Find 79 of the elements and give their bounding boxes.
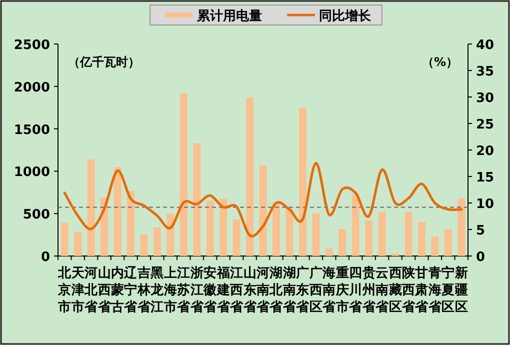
x-tick-label: 黑龙江 <box>150 266 165 315</box>
bar <box>206 200 214 256</box>
x-tick-label: 甘肃省 <box>414 266 430 315</box>
x-tick-label: 浙江省 <box>189 266 204 315</box>
x-tick-label: 贵州省 <box>361 265 376 315</box>
y2-tick-label: 40 <box>476 38 494 53</box>
x-tick-label: 江苏省 <box>176 266 192 315</box>
x-tick-label: 内蒙古 <box>110 266 124 315</box>
bar <box>140 234 148 256</box>
bar <box>74 232 82 256</box>
x-tick-label: 天津市 <box>70 266 86 315</box>
y-tick-label: 500 <box>22 208 50 223</box>
y2-tick-label: 0 <box>476 250 486 265</box>
x-tick-label: 安徽省 <box>202 265 218 315</box>
bar <box>365 220 373 256</box>
bar <box>193 143 201 256</box>
x-tick-label: 吉林省 <box>136 266 152 315</box>
y-tick-label: 2500 <box>14 38 50 53</box>
x-tick-label: 北京市 <box>57 266 72 315</box>
bar <box>246 97 254 256</box>
x-tick-label: 四川省 <box>348 266 364 315</box>
legend-label: 累计用电量 <box>196 9 262 24</box>
bar <box>220 198 228 256</box>
x-tick-label: 青海省 <box>427 266 442 315</box>
bar <box>458 198 466 256</box>
bar <box>378 212 386 256</box>
x-tick-label: 重庆市 <box>334 265 349 315</box>
bar <box>431 236 439 256</box>
legend-label: 同比增长 <box>319 9 372 24</box>
bar <box>325 248 333 256</box>
bar <box>87 159 95 256</box>
y2-axis-title: （%） <box>422 55 458 69</box>
y-tick-label: 1000 <box>14 165 50 180</box>
x-tick-label: 河南省 <box>256 266 270 315</box>
bar <box>286 208 294 256</box>
x-tick-label: 广东省 <box>295 265 310 315</box>
y-tick-label: 1500 <box>14 122 50 138</box>
y2-tick-label: 10 <box>476 197 494 212</box>
bar <box>298 108 306 256</box>
line-series <box>63 162 463 238</box>
bar <box>312 214 320 256</box>
bar <box>352 194 360 256</box>
bar <box>166 214 174 256</box>
x-tick-label: 西藏区 <box>388 266 402 315</box>
x-tick-label: 湖南省 <box>282 266 297 315</box>
bar <box>418 222 426 256</box>
y2-tick-label: 35 <box>476 64 494 80</box>
x-tick-label: 江西省 <box>229 266 244 315</box>
x-tick-label: 云南省 <box>374 266 390 315</box>
y2-tick-label: 20 <box>476 144 494 159</box>
x-tick-label: 海南省 <box>322 266 337 315</box>
x-tick-label: 山西省 <box>96 266 112 315</box>
bar <box>392 253 399 256</box>
x-tick-label: 辽宁省 <box>123 266 138 315</box>
x-tick-label: 陕西省 <box>400 266 416 315</box>
bar <box>272 202 280 256</box>
x-tick-label: 新疆区 <box>454 265 468 315</box>
y-tick-label: 0 <box>40 250 50 265</box>
bar <box>180 93 188 256</box>
x-tick-label: 广西区 <box>308 265 322 315</box>
y2-tick-label: 5 <box>476 224 486 238</box>
x-tick-label: 山东省 <box>242 266 258 315</box>
bar <box>60 222 68 256</box>
x-tick-label: 上海市 <box>162 266 177 315</box>
bar <box>127 190 134 256</box>
x-tick-label: 宁夏区 <box>440 265 455 315</box>
y2-tick-label: 25 <box>476 118 494 132</box>
y-axis-title: （亿千瓦时） <box>68 55 140 69</box>
bar <box>153 227 161 256</box>
y2-tick-label: 15 <box>476 170 494 186</box>
bar <box>404 212 412 256</box>
y2-tick-label: 30 <box>476 91 494 106</box>
y-tick-label: 2000 <box>14 80 50 96</box>
bar <box>232 220 240 256</box>
x-tick-label: 福建省 <box>216 265 231 315</box>
bar <box>338 228 346 256</box>
x-tick-label: 河北省 <box>84 266 99 315</box>
bar <box>444 228 452 256</box>
x-tick-label: 湖北省 <box>268 266 284 315</box>
